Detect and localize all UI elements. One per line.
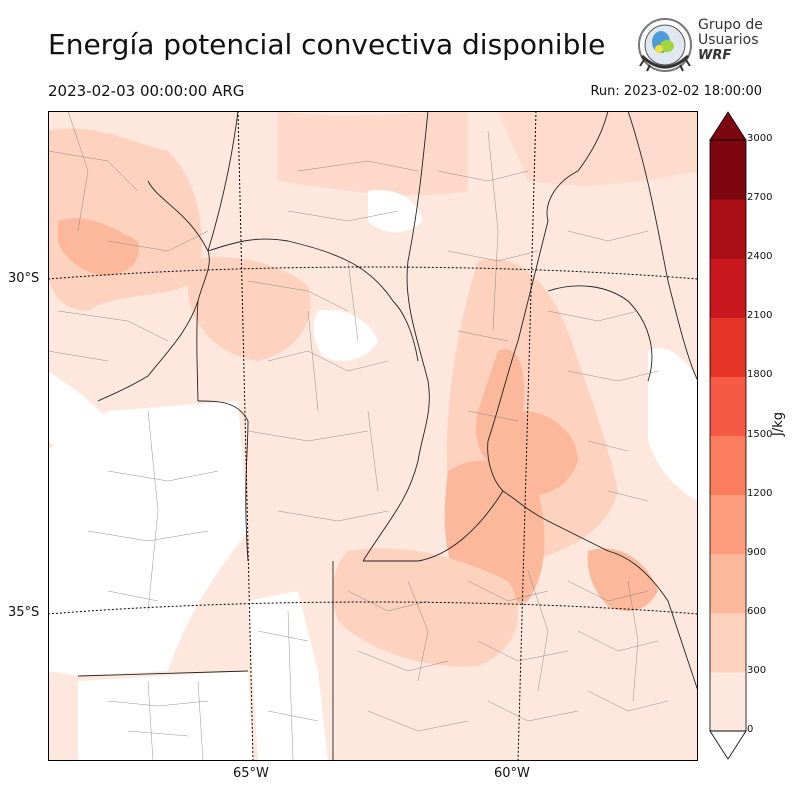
longitude-label-65w: 65°W: [233, 766, 269, 781]
latitude-label-30s: 30°S: [8, 271, 40, 286]
colorbar-tick-label: 2100: [747, 310, 773, 322]
colorbar: [709, 111, 747, 760]
colorbar-tick-label: 3000: [747, 133, 773, 144]
colorbar-extend-bottom: [709, 730, 747, 760]
globe-logo-icon: [638, 18, 692, 72]
colorbar-tick-label: 300: [747, 664, 767, 676]
map-title: Energía potencial convectiva disponible: [48, 28, 606, 61]
colorbar-segment: [710, 140, 746, 200]
colorbar-tick-label: 1500: [747, 428, 773, 440]
colorbar-segment: [710, 435, 746, 496]
map-frame: [48, 111, 698, 761]
colorbar-segment: [710, 317, 746, 377]
colorbar-segment: [710, 553, 746, 614]
colorbar-tick-label: 2700: [747, 192, 773, 204]
colorbar-unit-label: J/kg: [771, 412, 786, 436]
colorbar-tick-label: 1800: [747, 369, 773, 381]
colorbar-tick-label: 2400: [747, 251, 773, 263]
cape-field: [48, 111, 698, 761]
province-borders: [77, 111, 698, 761]
colorbar-tick-label: 0: [747, 724, 754, 735]
grupo-usuarios-wrf-logo: Grupo de Usuarios WRF: [636, 16, 766, 74]
colorbar-segments: [710, 140, 746, 732]
colorbar-segment: [710, 612, 746, 673]
colorbar-segment: [710, 494, 746, 555]
colorbar-tick-label: 600: [747, 605, 767, 617]
colorbar-segment: [710, 376, 746, 436]
run-time-label: Run: 2023-02-02 18:00:00: [590, 84, 762, 99]
logo-line-2: Usuarios: [698, 32, 759, 48]
department-borders: [48, 111, 669, 761]
logo-line-1: Grupo de: [698, 17, 763, 33]
valid-time-label: 2023-02-03 00:00:00 ARG: [48, 82, 245, 100]
colorbar-tick-label: 900: [747, 546, 767, 558]
cape-map: [48, 111, 698, 761]
colorbar-extend-top: [709, 111, 747, 141]
colorbar-frame: [709, 139, 747, 732]
latitude-label-35s: 35°S: [8, 605, 40, 620]
colorbar-tick-label: 1200: [747, 487, 773, 499]
colorbar-segment: [710, 671, 746, 732]
colorbar-segment: [710, 258, 746, 318]
logo-line-3: WRF: [698, 48, 732, 63]
colorbar-segment: [710, 199, 746, 259]
longitude-label-60w: 60°W: [494, 766, 530, 781]
graticule: [48, 111, 698, 761]
